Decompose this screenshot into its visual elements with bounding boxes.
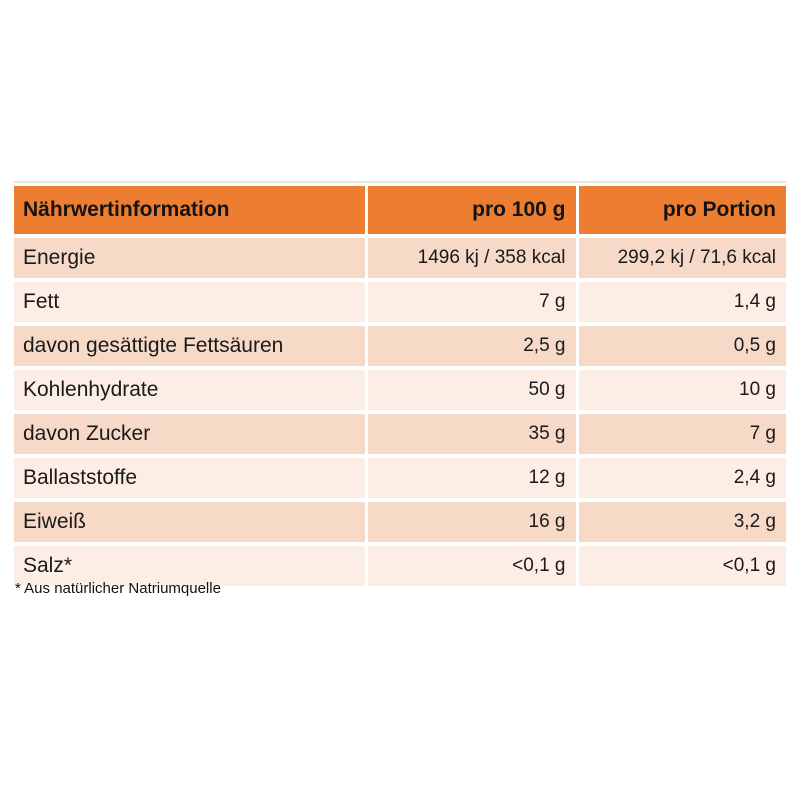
row-label: Energie <box>14 234 366 280</box>
table-row: Kohlenhydrate 50 g 10 g <box>14 366 786 412</box>
value-per-100g: <0,1 g <box>364 542 577 586</box>
value-per-100g: 16 g <box>364 498 577 544</box>
row-label: Kohlenhydrate <box>14 366 366 412</box>
nutrition-table: Nährwertinformation pro 100 g pro Portio… <box>14 186 786 586</box>
column-header-per-portion: pro Portion <box>575 186 786 236</box>
value-per-100g: 2,5 g <box>364 322 577 368</box>
value-per-portion: 1,4 g <box>575 278 786 324</box>
value-per-portion: 3,2 g <box>575 498 786 544</box>
column-header-per-100g: pro 100 g <box>364 186 577 236</box>
value-per-100g: 7 g <box>364 278 577 324</box>
value-per-portion: 2,4 g <box>575 454 786 500</box>
row-label: davon Zucker <box>14 410 366 456</box>
row-label: davon gesättigte Fettsäuren <box>14 322 366 368</box>
table-row: Salz* <0,1 g <0,1 g <box>14 542 786 586</box>
value-per-100g: 12 g <box>364 454 577 500</box>
value-per-portion: <0,1 g <box>575 542 786 586</box>
table-row: Energie 1496 kj / 358 kcal 299,2 kj / 71… <box>14 234 786 280</box>
value-per-100g: 1496 kj / 358 kcal <box>364 234 577 280</box>
nutrition-table-container: Nährwertinformation pro 100 g pro Portio… <box>14 181 786 586</box>
table-row: Fett 7 g 1,4 g <box>14 278 786 324</box>
table-row: davon gesättigte Fettsäuren 2,5 g 0,5 g <box>14 322 786 368</box>
value-per-portion: 7 g <box>575 410 786 456</box>
row-label: Ballaststoffe <box>14 454 366 500</box>
row-label: Eiweiß <box>14 498 366 544</box>
table-row: davon Zucker 35 g 7 g <box>14 410 786 456</box>
table-row: Eiweiß 16 g 3,2 g <box>14 498 786 544</box>
column-header-nutrient: Nährwertinformation <box>14 186 366 236</box>
value-per-portion: 10 g <box>575 366 786 412</box>
value-per-100g: 35 g <box>364 410 577 456</box>
value-per-100g: 50 g <box>364 366 577 412</box>
header-row: Nährwertinformation pro 100 g pro Portio… <box>14 186 786 236</box>
value-per-portion: 299,2 kj / 71,6 kcal <box>575 234 786 280</box>
footnote: * Aus natürlicher Natriumquelle <box>15 580 221 597</box>
table-row: Ballaststoffe 12 g 2,4 g <box>14 454 786 500</box>
row-label: Salz* <box>14 542 366 586</box>
row-label: Fett <box>14 278 366 324</box>
value-per-portion: 0,5 g <box>575 322 786 368</box>
